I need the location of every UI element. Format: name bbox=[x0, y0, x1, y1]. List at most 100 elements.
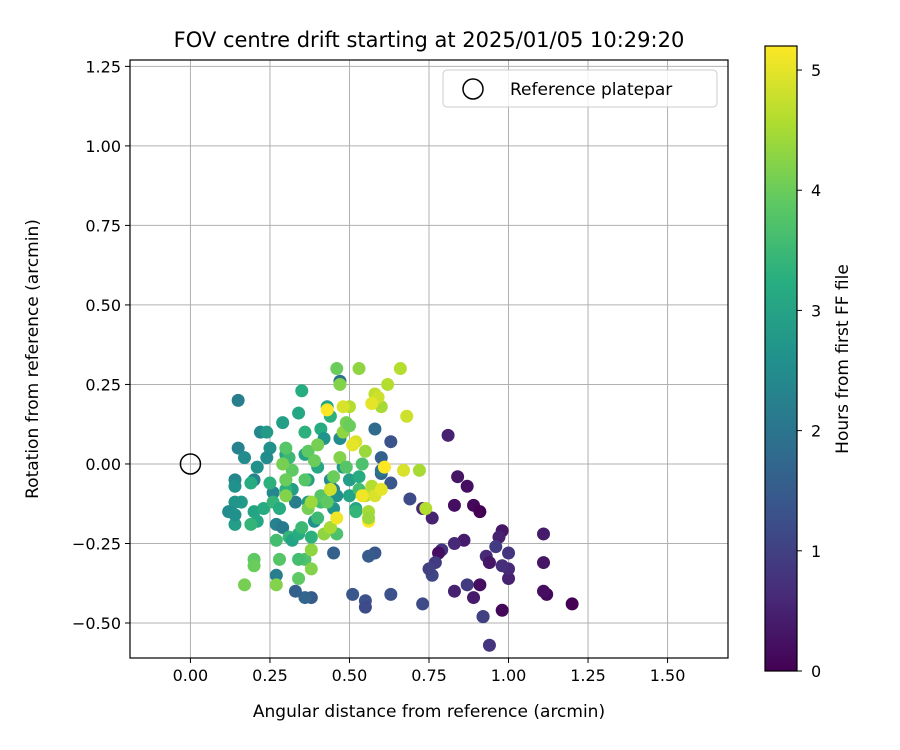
data-point bbox=[244, 517, 258, 531]
data-point bbox=[276, 521, 290, 535]
chart-title: FOV centre drift starting at 2025/01/05 … bbox=[174, 28, 685, 52]
data-point bbox=[377, 460, 391, 474]
data-point bbox=[228, 479, 242, 493]
data-point bbox=[397, 463, 411, 477]
data-point bbox=[231, 393, 245, 407]
data-point bbox=[279, 441, 293, 455]
data-point bbox=[269, 578, 283, 592]
data-point bbox=[304, 495, 318, 509]
data-point bbox=[250, 460, 264, 474]
data-point bbox=[537, 527, 551, 541]
data-point bbox=[502, 571, 516, 585]
x-tick-label: 0.00 bbox=[173, 666, 209, 685]
data-point bbox=[320, 403, 334, 417]
data-point bbox=[311, 511, 325, 525]
data-point bbox=[342, 489, 356, 503]
data-point bbox=[495, 559, 509, 573]
data-point bbox=[384, 587, 398, 601]
y-axis-label: Rotation from reference (arcmin) bbox=[23, 219, 43, 499]
data-point bbox=[355, 489, 369, 503]
colorbar-ticks: 0 1 2 3 4 5 bbox=[797, 61, 821, 681]
x-axis-ticks: 0.00 0.25 0.50 0.75 1.00 1.25 1.50 bbox=[173, 658, 686, 685]
data-point bbox=[476, 610, 490, 624]
data-point bbox=[288, 495, 302, 509]
data-point bbox=[362, 549, 376, 563]
data-point bbox=[273, 502, 286, 515]
data-points bbox=[222, 362, 579, 652]
legend-label: Reference platepar bbox=[510, 80, 672, 100]
data-point bbox=[263, 476, 277, 490]
colorbar-label: Hours from first FF file bbox=[833, 264, 853, 454]
data-point bbox=[482, 556, 496, 570]
data-point bbox=[362, 511, 376, 525]
data-point bbox=[416, 597, 430, 611]
data-point bbox=[358, 444, 372, 458]
data-point bbox=[460, 479, 474, 493]
colorbar-tick-label: 3 bbox=[811, 301, 821, 320]
data-point bbox=[425, 511, 439, 525]
data-point bbox=[374, 482, 388, 496]
data-point bbox=[311, 438, 325, 452]
data-point bbox=[273, 552, 286, 566]
reference-marker bbox=[179, 453, 202, 475]
colorbar-gradient bbox=[764, 45, 798, 672]
data-point bbox=[298, 591, 312, 605]
data-point bbox=[298, 425, 312, 439]
data-point bbox=[342, 419, 356, 433]
data-point bbox=[330, 362, 344, 376]
data-point bbox=[238, 451, 252, 465]
y-axis-ticks: −0.50 −0.25 0.00 0.25 0.50 0.75 1.00 1.25 bbox=[72, 57, 130, 633]
data-point bbox=[495, 603, 509, 617]
data-point bbox=[441, 428, 455, 442]
x-tick-label: 1.25 bbox=[570, 666, 606, 685]
data-point bbox=[228, 508, 242, 522]
x-tick-label: 1.50 bbox=[650, 666, 686, 685]
legend-box bbox=[442, 69, 718, 108]
data-point bbox=[473, 505, 487, 519]
data-point bbox=[247, 559, 261, 573]
data-point bbox=[292, 552, 306, 566]
data-point bbox=[257, 502, 271, 515]
data-point bbox=[279, 489, 293, 503]
data-point bbox=[327, 546, 341, 560]
y-tick-label: 0.25 bbox=[85, 375, 121, 394]
data-point bbox=[346, 438, 360, 452]
colorbar-tick-label: 5 bbox=[811, 61, 821, 80]
data-point bbox=[333, 377, 347, 391]
data-point bbox=[228, 495, 242, 509]
colorbar-tick-label: 4 bbox=[811, 181, 821, 200]
data-point bbox=[269, 533, 283, 547]
data-point bbox=[323, 521, 337, 535]
data-point bbox=[352, 470, 366, 484]
colorbar: 0 1 2 3 4 5 Hours from first FF file bbox=[764, 45, 853, 681]
data-point bbox=[393, 362, 407, 376]
data-point bbox=[482, 638, 496, 652]
data-point bbox=[333, 451, 347, 465]
data-point bbox=[358, 600, 372, 614]
y-tick-label: 0.00 bbox=[85, 455, 121, 474]
data-point bbox=[537, 556, 551, 570]
data-point bbox=[419, 502, 433, 515]
x-tick-label: 0.25 bbox=[252, 666, 288, 685]
colorbar-tick-label: 0 bbox=[811, 662, 821, 681]
data-point bbox=[403, 492, 417, 506]
data-point bbox=[368, 422, 382, 436]
data-point bbox=[365, 397, 379, 411]
legend-marker-icon bbox=[462, 78, 484, 100]
data-point bbox=[279, 473, 293, 487]
data-point bbox=[304, 562, 318, 576]
data-point bbox=[451, 470, 465, 484]
data-point bbox=[304, 530, 318, 544]
data-point bbox=[473, 578, 487, 592]
x-tick-label: 0.50 bbox=[332, 666, 368, 685]
x-tick-label: 0.75 bbox=[411, 666, 447, 685]
y-tick-label: 0.75 bbox=[85, 216, 121, 235]
data-point bbox=[352, 362, 366, 376]
data-point bbox=[330, 511, 344, 525]
data-point bbox=[269, 568, 283, 582]
data-point bbox=[228, 517, 242, 531]
colorbar-tick-label: 1 bbox=[811, 542, 821, 561]
data-point bbox=[298, 473, 312, 487]
y-tick-label: 1.25 bbox=[85, 57, 121, 76]
